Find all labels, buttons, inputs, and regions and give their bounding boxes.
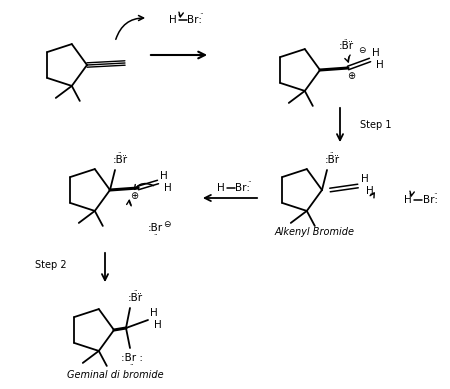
Text: Step 1: Step 1 — [360, 120, 392, 130]
Text: ··: ·· — [434, 191, 438, 200]
Text: ··: ·· — [153, 232, 157, 238]
Text: :Br: :Br — [148, 223, 162, 233]
Text: ⊕: ⊕ — [130, 191, 138, 201]
Text: Geminal di bromide: Geminal di bromide — [67, 370, 163, 380]
Text: Br:: Br: — [423, 195, 437, 205]
Text: ··: ·· — [247, 179, 252, 187]
Text: :Br̈: :Br̈ — [338, 41, 354, 51]
Text: ⊕: ⊕ — [347, 71, 355, 81]
Text: H: H — [169, 15, 177, 25]
Text: H: H — [154, 320, 162, 330]
Text: H: H — [217, 183, 225, 193]
Text: ⊖: ⊖ — [358, 46, 366, 54]
Text: :Br̈: :Br̈ — [324, 155, 340, 165]
Text: Br:: Br: — [235, 183, 251, 193]
Text: H: H — [160, 171, 168, 181]
Text: :Br :: :Br : — [121, 353, 143, 363]
Text: ··: ·· — [344, 37, 348, 43]
Text: H: H — [361, 174, 369, 184]
Text: H: H — [404, 195, 412, 205]
Text: H: H — [366, 186, 374, 196]
Text: ··: ·· — [198, 11, 203, 19]
Text: H: H — [372, 48, 380, 58]
Text: ··: ·· — [133, 288, 137, 294]
Text: Br:: Br: — [188, 15, 203, 25]
Text: :Br̈: :Br̈ — [127, 293, 143, 303]
Text: ··: ·· — [130, 362, 134, 368]
Text: ··: ·· — [118, 150, 122, 156]
Text: Step 2: Step 2 — [35, 260, 67, 270]
Text: H: H — [376, 60, 384, 70]
Text: H: H — [164, 183, 172, 193]
Text: ⊖: ⊖ — [163, 219, 171, 228]
Text: Alkenyl Bromide: Alkenyl Bromide — [275, 227, 355, 237]
Text: :Br̈: :Br̈ — [112, 155, 127, 165]
Text: ··: ·· — [330, 150, 334, 156]
Text: H: H — [150, 308, 158, 318]
